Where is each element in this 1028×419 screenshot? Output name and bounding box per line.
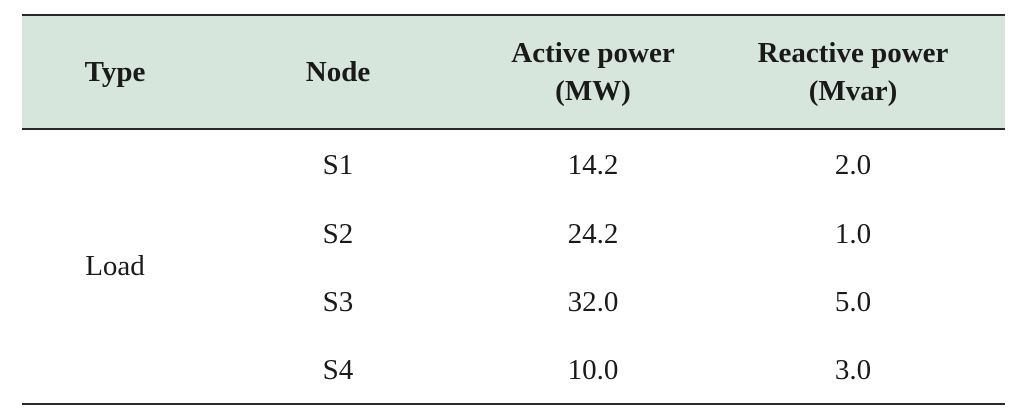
header-type-label: Type [84,56,146,88]
table-header-background [22,16,1005,128]
reactive-power-cell: 3.0 [834,353,872,386]
header-reactive-power: Reactive power (Mvar) [718,16,988,128]
table-row: S4 10.0 3.0 [22,336,1005,404]
node-cell: S1 [322,148,354,181]
table-top-rule [22,14,1005,16]
reactive-power-cell: 1.0 [834,217,872,250]
reactive-power-cell: 5.0 [834,285,872,318]
active-power-cell: 10.0 [567,353,619,386]
header-active-power-label: Active power [511,37,675,69]
node-cell: S2 [322,217,354,250]
header-reactive-power-unit: (Mvar) [808,75,898,107]
active-power-cell: 24.2 [567,217,619,250]
active-power-cell: 32.0 [567,285,619,318]
header-type: Type [22,16,208,128]
table-row: S2 24.2 1.0 [22,200,1005,268]
node-cell: S3 [322,285,354,318]
header-reactive-power-label: Reactive power [757,37,949,69]
header-node: Node [208,16,468,128]
table-header-rule [22,128,1005,130]
active-power-cell: 14.2 [567,148,619,181]
header-active-power-unit: (MW) [555,75,631,107]
type-cell: Load [22,130,208,403]
node-cell: S4 [322,353,354,386]
table-bottom-rule [22,403,1005,405]
table-row: S1 14.2 2.0 [22,131,1005,199]
header-node-label: Node [305,56,371,88]
table-row: S3 32.0 5.0 [22,268,1005,336]
header-active-power: Active power (MW) [468,16,718,128]
type-value: Load [85,250,145,282]
data-table: Type Node Active power (MW) Reactive pow… [22,14,1005,406]
reactive-power-cell: 2.0 [834,148,872,181]
